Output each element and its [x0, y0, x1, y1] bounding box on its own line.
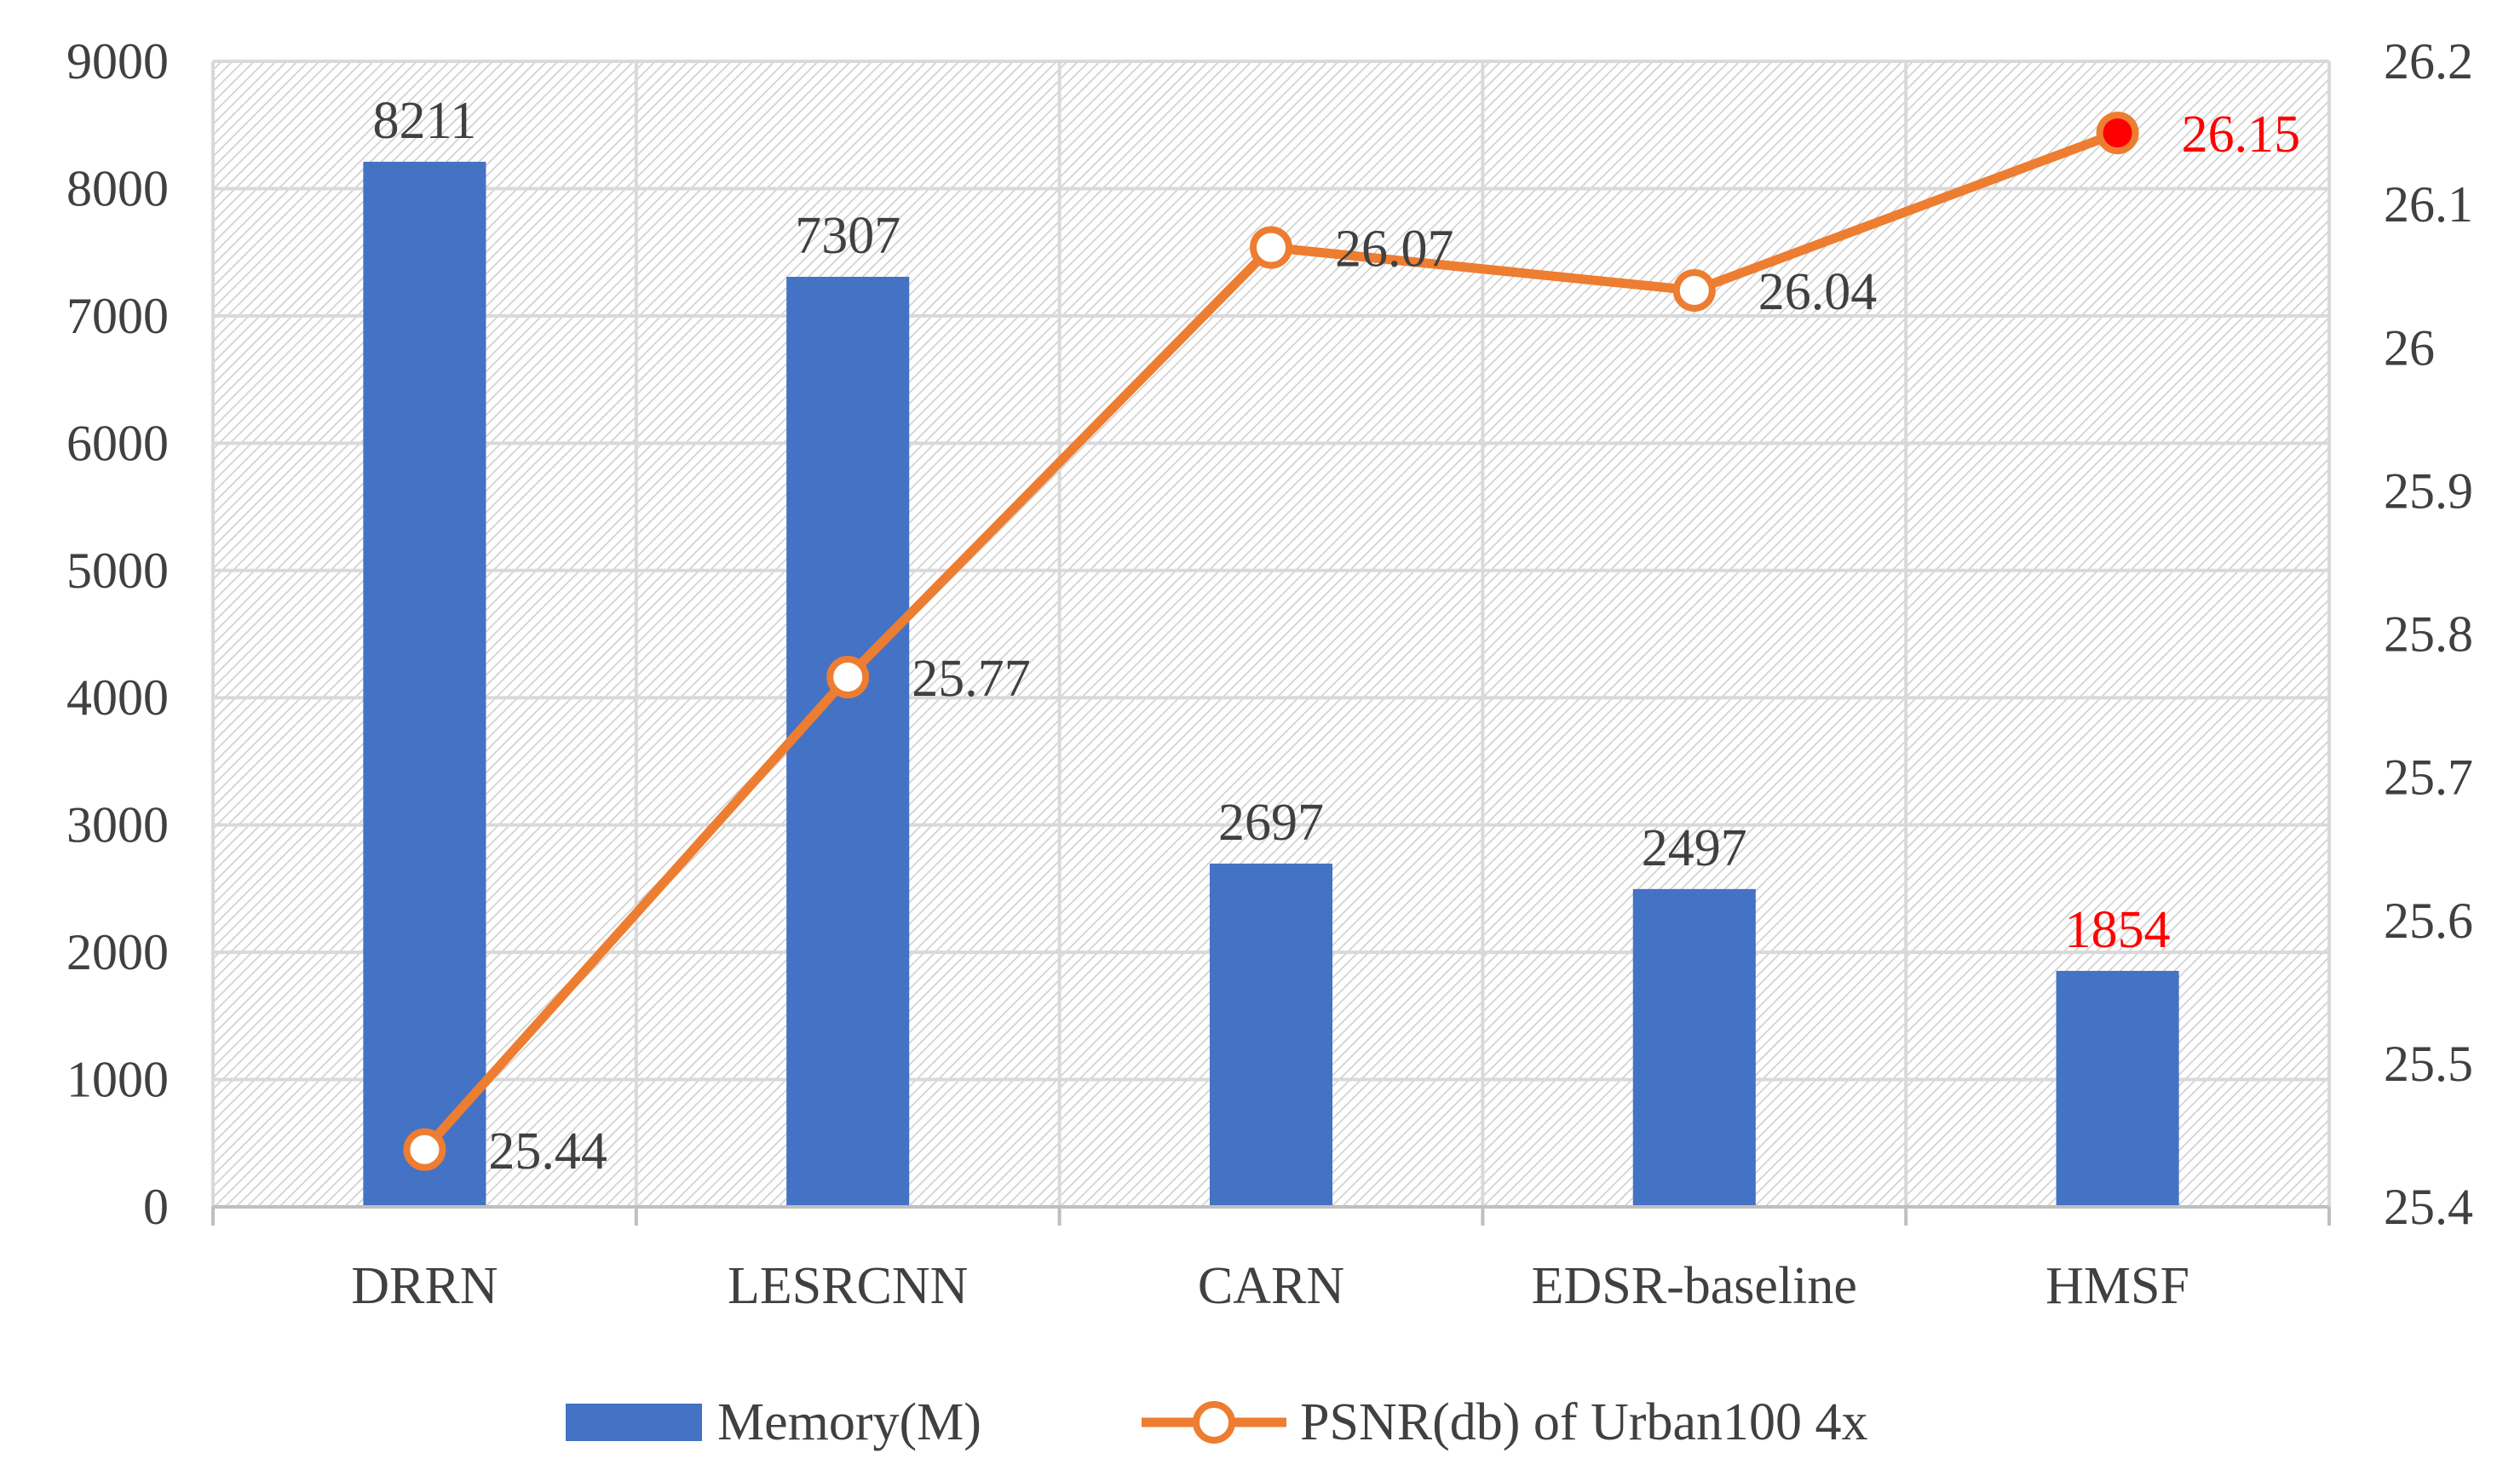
bar-value-label: 1854 [2065, 901, 2171, 959]
y-right-tick-label: 26 [2384, 319, 2435, 376]
x-category-label: DRRN [351, 1257, 498, 1315]
y-right-tick-label: 25.8 [2384, 606, 2473, 663]
x-category-label: LESRCNN [728, 1257, 968, 1315]
legend: Memory(M) PSNR(db) of Urban100 4x [566, 1393, 1867, 1451]
legend-marker-psnr [1193, 1401, 1235, 1444]
legend-swatch-memory [566, 1404, 702, 1441]
x-category-label: EDSR-baseline [1532, 1257, 1857, 1315]
data-labels: 8211 7307 2697 2497 1854 25.44 25.77 26.07 26.04… [373, 92, 2301, 1180]
y-right-tick-label: 26.2 [2384, 33, 2473, 89]
psnr-marker-edsr-baseline [1672, 269, 1716, 312]
y-right-tick-label: 25.5 [2384, 1036, 2473, 1092]
psnr-value-label: 25.44 [488, 1123, 607, 1180]
bar-value-label: 2497 [1642, 819, 1747, 877]
psnr-value-label: 26.07 [1335, 221, 1454, 279]
y-left-tick-label: 4000 [66, 669, 169, 726]
y-left-tick-label: 0 [143, 1179, 169, 1235]
psnr-marker-hmsf [2096, 112, 2139, 155]
y-left-tick-label: 8000 [66, 160, 169, 216]
legend-label-psnr: PSNR(db) of Urban100 4x [1300, 1393, 1867, 1451]
axes: 0 1000 2000 3000 4000 5000 6000 7000 8000 9000 25.… [66, 33, 2473, 1315]
legend-label-memory: Memory(M) [717, 1393, 981, 1451]
psnr-value-label: 26.15 [2182, 106, 2301, 164]
bar-value-label: 2697 [1218, 794, 1324, 852]
bar-edsr-baseline [1632, 888, 1756, 1207]
bar-value-label: 8211 [373, 92, 477, 150]
bar-series [363, 161, 2179, 1208]
y-left-tick-label: 9000 [66, 33, 169, 89]
y-right-tick-label: 26.1 [2384, 176, 2473, 233]
y-left-tick-label: 3000 [66, 797, 169, 853]
psnr-marker-carn [1250, 226, 1292, 269]
bar-carn [1209, 863, 1333, 1207]
y-left-tick-label: 2000 [66, 924, 169, 980]
y-right-tick-label: 25.9 [2384, 462, 2473, 519]
bar-lesrcnn [786, 277, 910, 1208]
psnr-value-label: 25.77 [912, 650, 1031, 708]
y-right-tick-label: 25.6 [2384, 893, 2473, 949]
bar-value-label: 7307 [795, 207, 900, 265]
y-left-tick-label: 1000 [66, 1052, 169, 1108]
psnr-value-label: 26.04 [1758, 263, 1878, 321]
y-left-tick-label: 6000 [66, 415, 169, 471]
line-series [403, 112, 2139, 1171]
x-category-label: HMSF [2045, 1257, 2189, 1315]
y-right-tick-label: 25.4 [2384, 1179, 2473, 1235]
y-right-tick-label: 25.7 [2384, 749, 2473, 806]
bar-drrn [363, 161, 486, 1208]
x-category-label: CARN [1198, 1257, 1344, 1315]
y-left-tick-label: 5000 [66, 543, 169, 599]
psnr-marker-drrn [403, 1128, 446, 1171]
bar-hmsf [2056, 970, 2179, 1207]
psnr-marker-lesrcnn [826, 655, 870, 698]
y-left-tick-label: 7000 [66, 288, 169, 344]
